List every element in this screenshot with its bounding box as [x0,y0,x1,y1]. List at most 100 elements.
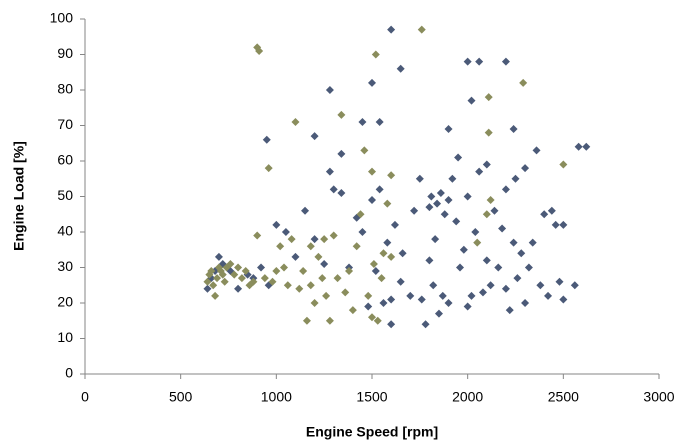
x-tick-label: 1500 [356,389,387,405]
point [410,206,419,215]
point [364,302,373,311]
point [373,316,382,325]
point [511,174,520,183]
y-tick-label: 60 [57,152,73,168]
point [237,274,246,283]
point [272,267,281,276]
point [253,231,262,240]
y-tick-label: 80 [57,81,73,97]
point [501,185,510,194]
point [218,270,227,279]
point [234,284,243,293]
y-tick-label: 10 [57,329,73,345]
point [341,288,350,297]
point [475,167,484,176]
point [333,274,342,283]
point [509,125,518,134]
point [425,256,434,265]
point [207,267,216,276]
point [322,291,331,300]
point [301,206,310,215]
point [519,78,528,87]
point [257,263,266,272]
y-tick-label: 50 [57,187,73,203]
point [425,203,434,212]
point [268,277,277,286]
point [329,185,338,194]
point [505,306,514,315]
point [369,259,378,268]
point [438,291,447,300]
point [310,235,319,244]
point [337,110,346,119]
point [463,302,472,311]
point [203,277,212,286]
point [417,295,426,304]
point [295,284,304,293]
point [276,242,285,251]
point [444,125,453,134]
point [329,231,338,240]
point [396,277,405,286]
point [498,224,507,233]
point [454,153,463,162]
point [387,295,396,304]
y-tick-label: 100 [50,10,74,26]
point [431,235,440,244]
point [241,267,250,276]
point [501,284,510,293]
point [281,228,290,236]
point [387,320,396,329]
point [320,235,329,244]
point [387,171,396,180]
point [383,199,392,208]
x-tick-label: 1000 [261,389,292,405]
point [360,146,369,155]
point [234,263,243,272]
point [272,220,281,229]
y-tick-label: 70 [57,116,73,132]
point [387,25,396,34]
point [337,188,346,197]
x-tick-label: 0 [81,389,89,405]
point [570,281,579,290]
point [456,263,465,272]
y-tick-label: 30 [57,258,73,274]
y-tick-label: 0 [65,365,73,381]
point [528,238,537,247]
point [396,64,405,73]
point [440,210,449,219]
point [375,185,384,194]
x-axis-label: Engine Speed [rpm] [306,424,438,440]
point [390,220,399,229]
point [306,242,315,251]
point [478,288,487,297]
point [459,245,468,254]
point [291,252,300,261]
point [484,128,493,137]
point [255,46,264,55]
point [517,249,526,258]
point [494,263,503,272]
point [475,57,484,66]
point [314,252,323,261]
point [371,50,380,59]
point [299,267,308,276]
point [429,281,438,290]
point [377,274,386,283]
y-axis-label: Engine Load [%] [11,141,27,251]
point [306,281,315,290]
point [551,220,560,229]
point [220,277,229,286]
point [214,252,223,261]
point [283,281,292,290]
point [415,174,424,183]
point [463,192,472,201]
x-tick-label: 2500 [548,389,579,405]
point [310,299,319,307]
point [230,270,239,279]
point [352,242,361,251]
point [444,299,453,307]
point [540,210,549,219]
point [582,142,591,151]
